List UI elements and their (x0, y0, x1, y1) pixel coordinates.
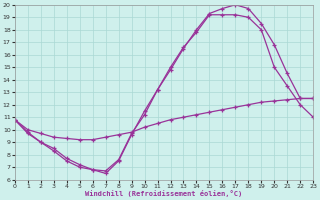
X-axis label: Windchill (Refroidissement éolien,°C): Windchill (Refroidissement éolien,°C) (85, 190, 243, 197)
